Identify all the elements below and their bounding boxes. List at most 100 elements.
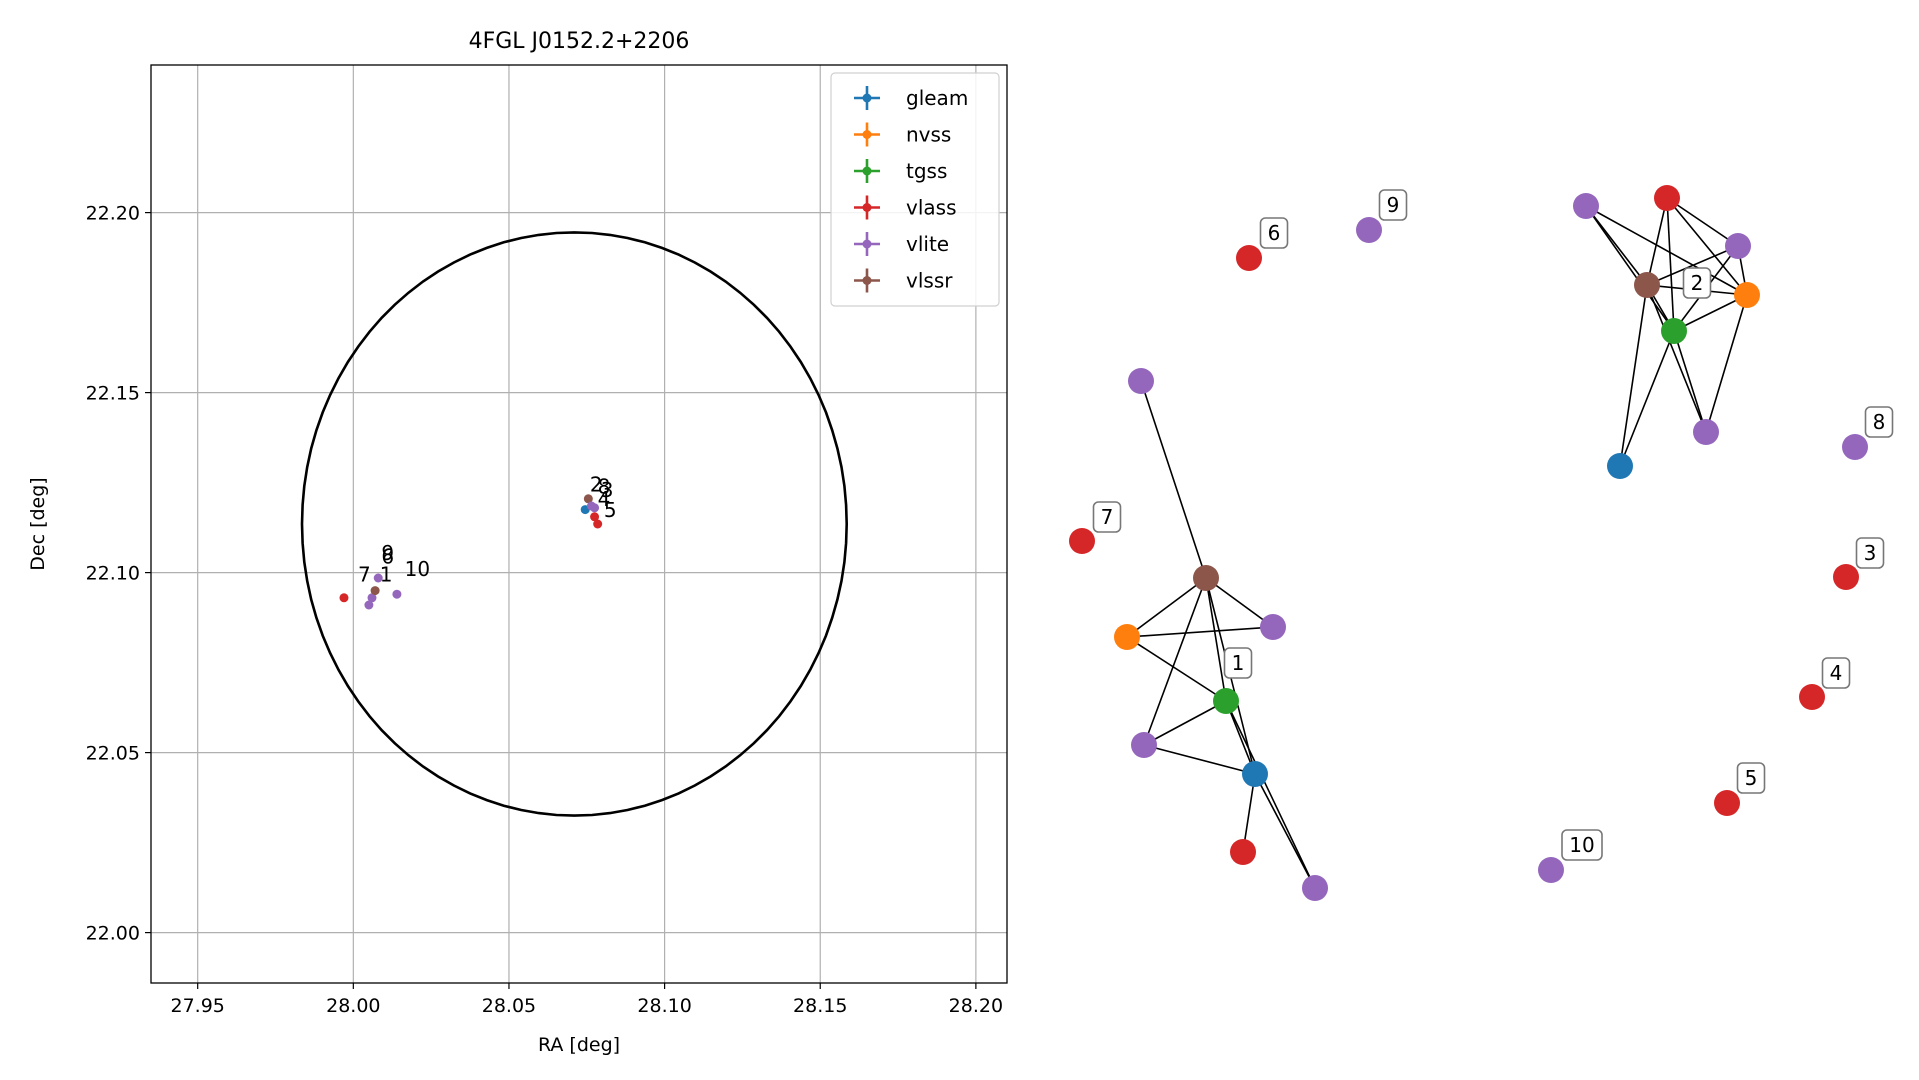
legend-marker-dot <box>862 203 872 212</box>
legend-marker-dot <box>862 130 872 139</box>
point-vlass <box>593 519 603 529</box>
y-axis-label: Dec [deg] <box>27 477 49 570</box>
graph-edge <box>1126 636 1227 702</box>
graph-node-vlite <box>1693 419 1719 445</box>
y-tick-label: 22.00 <box>86 923 140 945</box>
node-label-box <box>1378 189 1408 221</box>
node-label-text: 7 <box>1101 505 1114 529</box>
graph-edge <box>1646 284 1707 433</box>
point-vlass <box>590 512 600 522</box>
y-tick-label: 22.15 <box>86 383 140 405</box>
error-ellipse-layer <box>300 231 848 817</box>
nodes-layer <box>1069 185 1868 901</box>
node-label-text: 1 <box>1232 651 1245 675</box>
legend-marker-dot <box>862 239 872 249</box>
graph-edge <box>1254 773 1316 889</box>
x-tick-label: 28.15 <box>793 995 847 1017</box>
graph-edge <box>1143 577 1207 746</box>
y-tick-label: 22.10 <box>86 563 140 585</box>
node-label-box <box>1561 829 1603 861</box>
node-label: 5 <box>1736 762 1766 794</box>
legend-entry-vlssr: vlssr <box>906 269 953 293</box>
graph-edge <box>1646 245 1739 286</box>
node-label: 8 <box>1864 406 1894 438</box>
graph-edge <box>1705 294 1748 433</box>
node-label: 7 <box>1092 501 1122 533</box>
point-annotation: 6 <box>381 545 394 569</box>
node-label-box <box>1864 406 1894 438</box>
y-tick-label: 22.05 <box>86 743 140 765</box>
legend-entry-vlite: vlite <box>906 232 949 256</box>
node-label: 4 <box>1821 657 1851 689</box>
graph-edge <box>1143 744 1256 775</box>
graph-node-gleam <box>1242 761 1268 787</box>
legend-box <box>830 72 1000 307</box>
graph-node-gleam <box>1607 453 1633 479</box>
graph-node-vlssr <box>1193 565 1219 591</box>
graph-node-tgss <box>1213 688 1239 714</box>
point-annotation: 4 <box>598 487 611 511</box>
graph-node-vlite <box>1538 857 1564 883</box>
x-tick-label: 27.95 <box>170 995 224 1017</box>
node-label: 6 <box>1259 217 1289 249</box>
graph-node-vlass <box>1236 245 1262 271</box>
graph-edge <box>1205 577 1274 628</box>
graph-edge <box>1619 330 1675 467</box>
graph-node-vlite <box>1260 614 1286 640</box>
legend-entry-vlass: vlass <box>906 196 957 220</box>
node-label-box <box>1223 647 1253 679</box>
x-axis-label: RA [deg] <box>538 1034 620 1056</box>
graph-node-vlass <box>1230 839 1256 865</box>
node-label-text: 8 <box>1873 410 1886 434</box>
graph-edge <box>1673 330 1707 433</box>
legend-entry-nvss: nvss <box>906 123 951 147</box>
point-annotation: 5 <box>604 498 617 522</box>
node-label-text: 3 <box>1864 541 1877 565</box>
graph-edge <box>1619 284 1648 467</box>
graph-edge <box>1585 205 1748 296</box>
node-label: 2 <box>1682 267 1712 299</box>
points-layer <box>339 494 603 610</box>
point-annotation: 3 <box>601 478 614 502</box>
node-labels-layer: 1 2 3 4 5 6 7 8 9 10 <box>1092 189 1894 861</box>
point-vlite <box>373 573 383 583</box>
point-annotation: 1 <box>380 563 393 587</box>
graph-edge <box>1126 626 1274 638</box>
point-annotation: 2 <box>590 473 603 497</box>
error-ellipse <box>300 231 848 817</box>
graph-edge <box>1666 197 1739 247</box>
graph-edge <box>1666 197 1748 296</box>
graph-edge <box>1225 700 1316 889</box>
graph-edge <box>1225 700 1256 775</box>
node-label-text: 5 <box>1745 766 1758 790</box>
graph-node-vlite <box>1842 434 1868 460</box>
node-label-box <box>1259 217 1289 249</box>
x-tick-label: 28.10 <box>637 995 691 1017</box>
legend-entry-tgss: tgss <box>906 159 947 183</box>
point-vlite <box>364 600 374 610</box>
point-vlite <box>590 503 600 513</box>
legend-entry-gleam: gleam <box>906 86 968 110</box>
point-vlssr <box>583 494 593 504</box>
node-label: 1 <box>1223 647 1253 679</box>
legend-marker-dot <box>862 166 872 176</box>
node-label-text: 10 <box>1569 833 1594 857</box>
node-label-text: 6 <box>1268 221 1281 245</box>
point-annotation: 7 <box>358 563 371 587</box>
node-label-box <box>1855 537 1885 569</box>
node-label: 9 <box>1378 189 1408 221</box>
graph-node-vlssr <box>1634 272 1660 298</box>
graph-node-vlite <box>1128 368 1154 394</box>
graph-node-vlass <box>1069 528 1095 554</box>
node-label-box <box>1092 501 1122 533</box>
graph-node-vlite <box>1573 193 1599 219</box>
point-annotation: 8 <box>598 474 611 498</box>
x-tick-label: 28.20 <box>949 995 1003 1017</box>
x-tick-label: 28.00 <box>326 995 380 1017</box>
chart-title: 4FGL J0152.2+2206 <box>469 29 690 54</box>
legend-marker-dot <box>862 276 872 285</box>
node-label: 10 <box>1561 829 1603 861</box>
point-annotation: 9 <box>381 541 394 565</box>
